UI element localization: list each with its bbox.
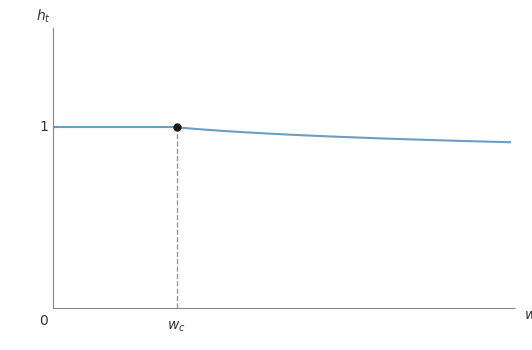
Text: $1$: $1$ [39, 120, 48, 134]
Text: $h_t$: $h_t$ [36, 8, 51, 25]
Text: $w_c$: $w_c$ [168, 319, 186, 334]
Text: $w_t$: $w_t$ [525, 309, 532, 324]
Text: $0$: $0$ [39, 314, 48, 328]
